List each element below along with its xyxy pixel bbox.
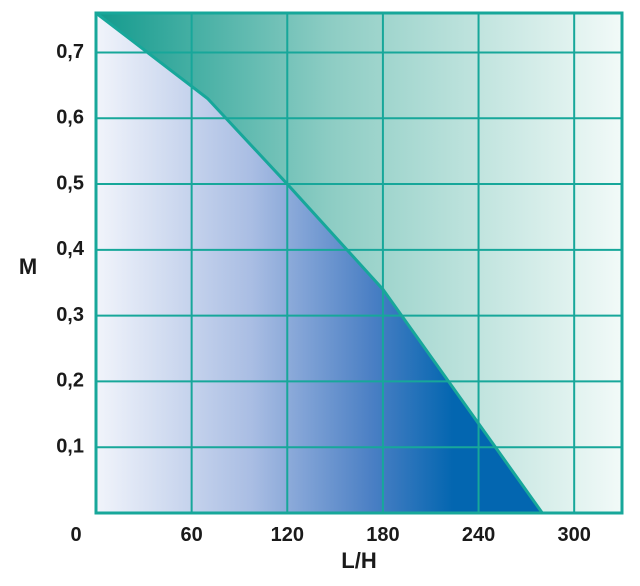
area-boundary-line bbox=[95, 11, 544, 514]
y-axis-label: M bbox=[19, 254, 37, 279]
y-tick-label: 0,6 bbox=[56, 107, 84, 129]
x-tick-label: 180 bbox=[366, 524, 399, 546]
x-axis-label: L/H bbox=[341, 548, 376, 573]
y-tick-label: 0,1 bbox=[56, 435, 84, 457]
x-tick-label: 300 bbox=[557, 524, 590, 546]
grid-lines bbox=[96, 13, 622, 513]
y-tick-label: 0,5 bbox=[56, 172, 84, 194]
y-axis-ticks: 0,1 0,2 0,3 0,4 0,5 0,6 0,7 bbox=[56, 41, 85, 458]
y-tick-label: 0,4 bbox=[56, 238, 85, 260]
x-tick-label: 60 bbox=[181, 524, 203, 546]
x-axis-ticks: 0 60 120 180 240 300 bbox=[70, 524, 590, 546]
x-tick-label: 0 bbox=[70, 524, 81, 546]
area-series bbox=[96, 13, 543, 513]
y-tick-label: 0,7 bbox=[56, 41, 84, 63]
plot-frame bbox=[94, 11, 624, 515]
x-tick-label: 120 bbox=[271, 524, 304, 546]
y-tick-label: 0,2 bbox=[56, 370, 84, 392]
y-tick-label: 0,3 bbox=[56, 304, 84, 326]
x-tick-label: 240 bbox=[462, 524, 495, 546]
